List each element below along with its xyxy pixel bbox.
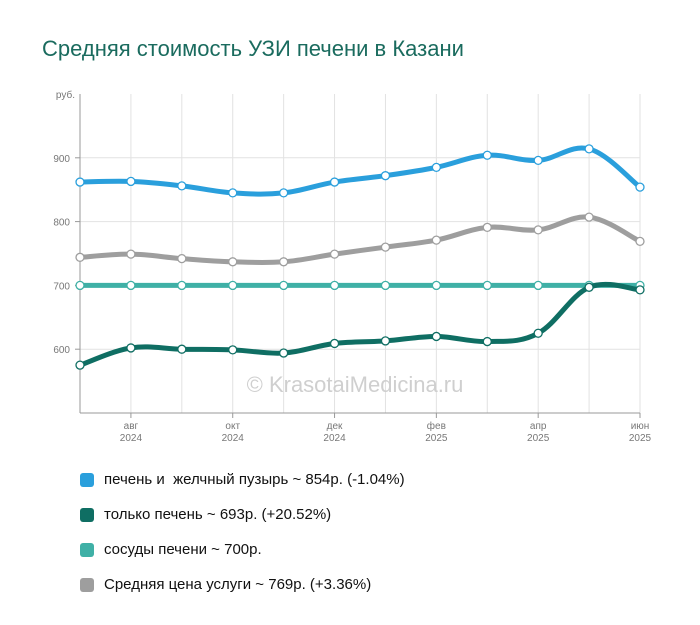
x-tick-label-year: 2024: [323, 433, 346, 444]
legend-swatch: [80, 507, 94, 522]
data-point: [278, 280, 289, 291]
data-point: [635, 285, 645, 295]
data-point: [380, 280, 391, 291]
legend-label: только печень ~ 693р. (+20.52%): [104, 506, 332, 523]
data-point: [126, 280, 136, 291]
data-point: [75, 177, 85, 187]
y-tick-label: 600: [53, 345, 70, 356]
legend-item[interactable]: сосуды печени ~ 700р.: [80, 532, 405, 567]
data-point: [380, 171, 391, 181]
x-tick-label-month: апр: [530, 421, 547, 432]
data-point: [431, 235, 442, 245]
legend-swatch: [80, 472, 94, 487]
data-point: [584, 144, 594, 154]
data-point: [75, 360, 85, 370]
data-point: [75, 280, 85, 291]
legend-label: сосуды печени ~ 700р.: [104, 541, 262, 558]
data-point: [177, 344, 187, 354]
data-point: [75, 252, 85, 262]
data-point: [533, 328, 543, 338]
x-tick-label-year: 2025: [425, 433, 448, 444]
data-point: [126, 176, 136, 187]
x-tick-label-year: 2024: [222, 433, 245, 444]
legend-label: печень и желчный пузырь ~ 854р. (-1.04%): [104, 471, 405, 488]
data-point: [635, 182, 645, 192]
data-point: [177, 253, 187, 264]
axes: 600700800900руб.авг2024окт2024дек2024фев…: [53, 89, 651, 444]
data-point: [482, 280, 492, 291]
legend: печень и желчный пузырь ~ 854р. (-1.04%)…: [80, 462, 405, 602]
series: [75, 144, 645, 370]
x-tick-label-month: дек: [327, 421, 343, 432]
y-tick-label: 700: [53, 281, 70, 292]
chart-title: Средняя стоимость УЗИ печени в Казани: [42, 36, 464, 61]
legend-item[interactable]: только печень ~ 693р. (+20.52%): [80, 497, 405, 532]
grid: [79, 94, 641, 413]
data-point: [584, 282, 594, 292]
data-point: [482, 222, 492, 232]
data-point: [431, 331, 442, 342]
data-point: [126, 343, 136, 353]
x-tick-label-year: 2025: [629, 433, 652, 444]
x-tick-label-month: фев: [427, 420, 446, 432]
data-point: [228, 345, 238, 355]
series-line: [77, 145, 643, 197]
x-tick-label-month: авг: [124, 421, 139, 432]
data-point: [177, 280, 187, 291]
data-point: [278, 257, 289, 267]
data-point: [228, 280, 238, 291]
data-point: [635, 236, 645, 247]
data-point: [482, 336, 492, 347]
data-point: [380, 336, 391, 346]
legend-swatch: [80, 542, 94, 557]
data-point: [584, 212, 594, 222]
data-point: [228, 188, 238, 198]
watermark: © KrasotaiMedicina.ru: [247, 372, 464, 397]
data-point: [177, 181, 187, 191]
data-point: [380, 242, 391, 252]
x-tick-label-year: 2025: [527, 433, 550, 444]
data-point: [126, 249, 136, 259]
data-point: [431, 162, 442, 173]
data-point: [329, 249, 340, 259]
data-point: [278, 348, 289, 358]
data-point: [533, 225, 543, 235]
data-point: [278, 188, 289, 198]
legend-label: Средняя цена услуги ~ 769р. (+3.36%): [104, 576, 372, 593]
legend-item[interactable]: печень и желчный пузырь ~ 854р. (-1.04%): [80, 462, 405, 497]
series-line: [77, 281, 643, 368]
y-tick-label: 900: [53, 154, 70, 165]
legend-item[interactable]: Средняя цена услуги ~ 769р. (+3.36%): [80, 567, 405, 602]
series-line: [77, 214, 643, 266]
data-point: [228, 257, 238, 267]
data-point: [329, 177, 340, 187]
data-point: [533, 280, 543, 291]
data-point: [533, 155, 543, 166]
legend-swatch: [80, 577, 94, 592]
x-tick-label-month: окт: [225, 421, 240, 432]
y-axis-label: руб.: [56, 89, 75, 101]
data-point: [482, 150, 492, 160]
y-tick-label: 800: [53, 218, 70, 229]
x-tick-label-year: 2024: [120, 433, 143, 444]
data-point: [431, 280, 442, 291]
x-tick-label-month: июн: [631, 421, 650, 432]
data-point: [329, 338, 340, 349]
data-point: [329, 280, 340, 291]
